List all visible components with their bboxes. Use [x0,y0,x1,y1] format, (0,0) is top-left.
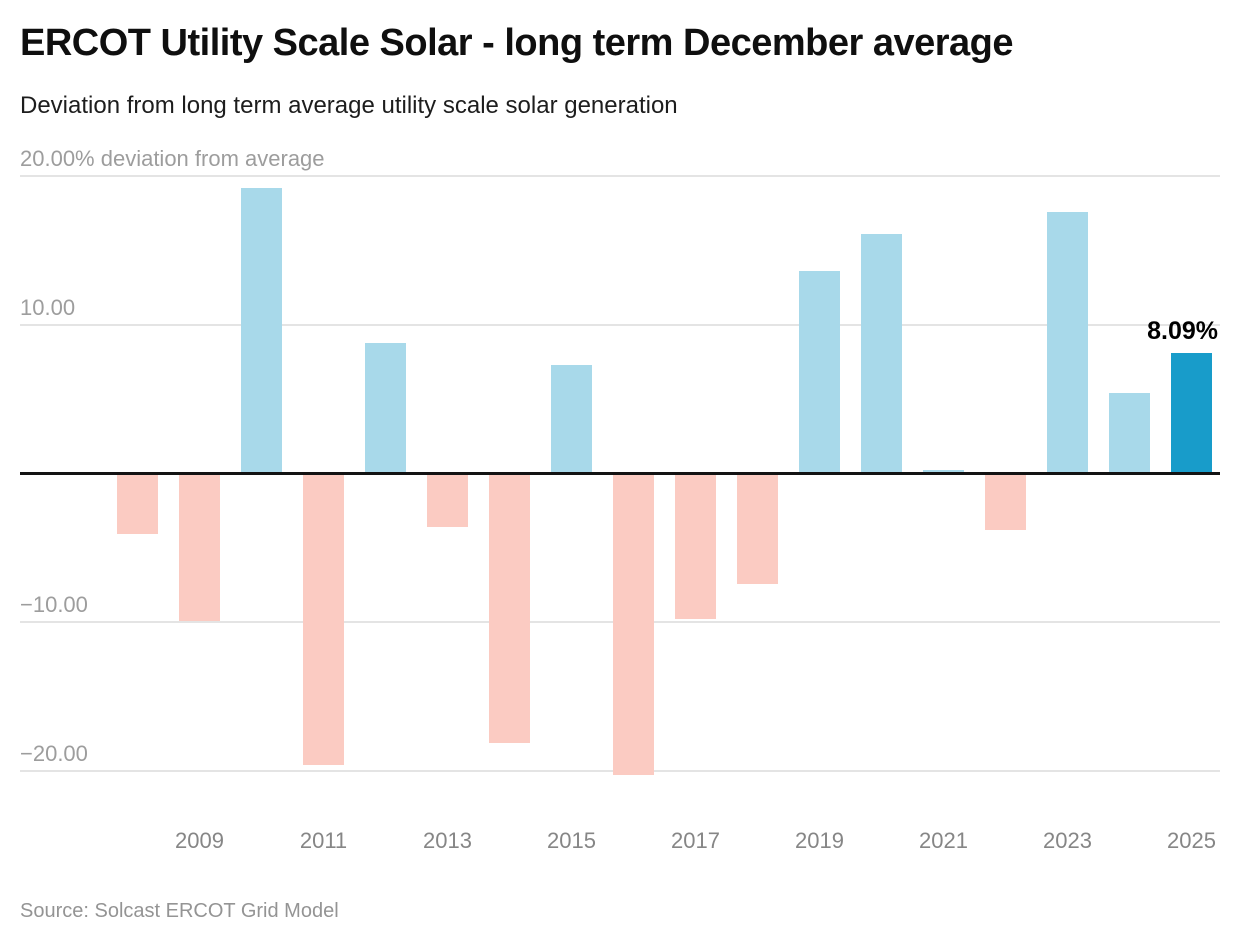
gridline-10 [20,323,1220,326]
bar-2012 [365,342,406,472]
bar-2009 [179,475,220,621]
y-axis-label--10: −10.00 [20,592,88,618]
bar-2018 [737,475,778,584]
x-axis-label-2019: 2019 [795,828,844,853]
bar-2022 [985,475,1026,530]
bar-2019 [799,271,840,472]
bar-2016 [613,475,654,776]
source-note: Source: Solcast ERCOT Grid Model [20,900,339,922]
bar-2025 [1171,353,1212,472]
bar-2023 [1047,211,1088,472]
x-axis-label-2021: 2021 [919,828,968,853]
bar-2015 [551,364,592,472]
y-axis-label-20: 20.00% deviation from average [20,146,325,172]
bar-2008 [117,475,158,535]
x-axis-label-2017: 2017 [671,828,720,853]
bar-2014 [489,475,530,743]
value-label-highlight: 8.09% [1147,317,1218,346]
bar-2020 [861,234,902,472]
bar-2013 [427,475,468,528]
bar-2017 [675,475,716,620]
x-axis-label-2013: 2013 [423,828,472,853]
bar-2024 [1109,393,1150,472]
y-axis-label--20: −20.00 [20,740,88,766]
y-axis-label-10: 10.00 [20,294,76,320]
zero-axis-line [20,472,1220,475]
chart-subtitle: Deviation from long term average utility… [20,92,678,119]
bar-2021 [923,469,964,472]
x-axis-label-2009: 2009 [175,828,224,853]
x-axis-label-2025: 2025 [1167,828,1216,853]
bar-2011 [303,475,344,765]
x-axis-label-2023: 2023 [1043,828,1092,853]
chart-title: ERCOT Utility Scale Solar - long term De… [20,22,1014,64]
x-axis-label-2015: 2015 [547,828,596,853]
x-axis-label-2011: 2011 [299,828,348,853]
bar-2010 [241,187,282,472]
gridline-20 [20,175,1220,178]
